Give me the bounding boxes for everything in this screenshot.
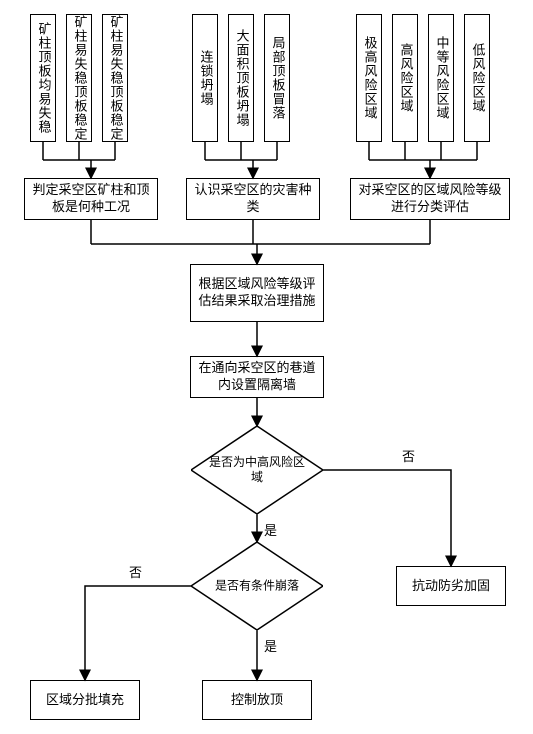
decision-high-risk-label: 是否为中高风险区域 [191,455,323,485]
g3-item-0: 极高风险区域 [356,14,382,142]
g1-item-2: 矿柱易失稳顶板稳定 [102,14,128,142]
decision-collapse-condition: 是否有条件崩落 [191,542,323,630]
g2-merge: 认识采空区的灾害种类 [186,178,320,220]
decision-collapse-condition-label: 是否有条件崩落 [191,579,323,594]
edge-d2-yes: 是 [262,636,279,655]
edge-d1-no: 否 [400,446,417,465]
step-measures: 根据区域风险等级评估结果采取治理措施 [190,264,324,322]
g2-item-1: 大面积顶板坍塌 [228,14,254,142]
step-isolation-wall: 在通向采空区的巷道内设置隔离墙 [190,356,324,398]
edge-d2-no: 否 [127,562,144,581]
decision-high-risk: 是否为中高风险区域 [191,426,323,514]
leaf-reinforce: 抗动防劣加固 [396,566,506,606]
edge-d1-yes: 是 [262,520,279,539]
g1-item-1: 矿柱易失稳顶板稳定 [66,14,92,142]
g1-merge: 判定采空区矿柱和顶板是何种工况 [24,178,158,220]
leaf-batch-fill: 区域分批填充 [30,680,140,720]
g2-item-0: 连锁坍塌 [192,14,218,142]
g3-item-3: 低风险区域 [464,14,490,142]
g3-merge: 对采空区的区域风险等级进行分类评估 [350,178,510,220]
leaf-controlled-collapse: 控制放顶 [202,680,312,720]
g1-item-0: 矿柱顶板均易失稳 [30,14,56,142]
g3-item-1: 高风险区域 [392,14,418,142]
g3-item-2: 中等风险区域 [428,14,454,142]
g2-item-2: 局部顶板冒落 [264,14,290,142]
